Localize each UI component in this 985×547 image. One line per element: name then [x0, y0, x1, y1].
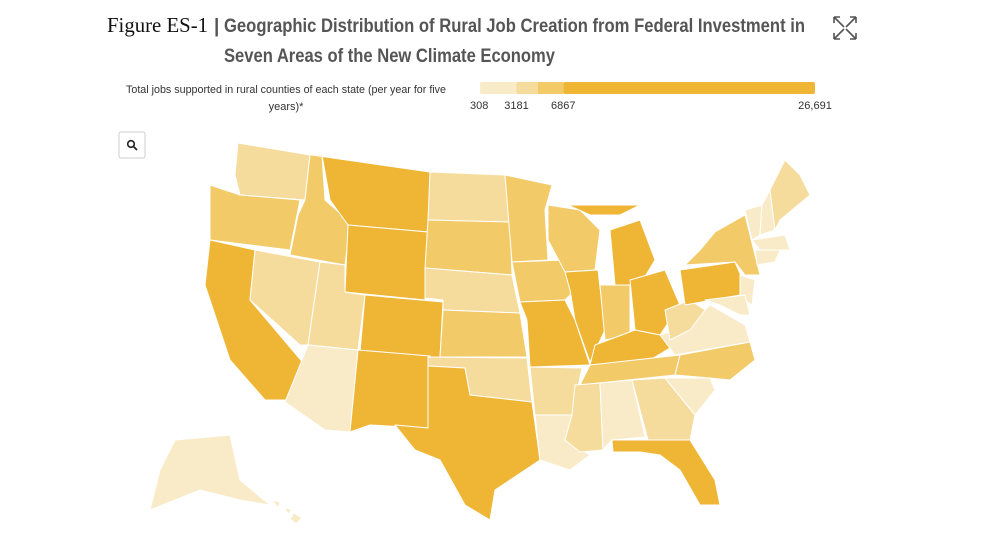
- expand-button[interactable]: [833, 16, 857, 40]
- zoom-icon: [132, 145, 138, 151]
- zoom-icon: [126, 139, 136, 149]
- legend-swatch: [480, 82, 517, 94]
- map: [149, 142, 811, 525]
- state: [704, 294, 751, 316]
- state: [664, 377, 716, 416]
- state: [631, 377, 696, 441]
- title-line: Seven Areas of the New Climate Economy: [224, 46, 555, 67]
- state: [149, 434, 271, 511]
- state: [439, 309, 528, 358]
- legend-tick-label: 26,691: [798, 100, 832, 112]
- state: [344, 224, 429, 301]
- state: [511, 259, 576, 303]
- legend-tick-label: 3181: [504, 100, 528, 112]
- legend-label: Total jobs supported in rural counties o…: [126, 84, 446, 96]
- state: [394, 365, 541, 521]
- expand-icon: [833, 16, 857, 40]
- zoom-box: [118, 131, 146, 159]
- legend-tick-label: 308: [470, 100, 488, 112]
- state: [504, 174, 553, 263]
- state: [599, 284, 631, 341]
- title-separator: |: [214, 16, 219, 37]
- figure-label: Figure ES-1: [107, 13, 208, 37]
- legend-swatch: [516, 82, 538, 94]
- state: [754, 249, 781, 266]
- state: [424, 219, 513, 276]
- title-line: Geographic Distribution of Rural Job Cre…: [224, 16, 805, 37]
- legend-label: years)*: [269, 101, 305, 113]
- state: [564, 269, 606, 363]
- state: [283, 506, 293, 515]
- state: [751, 234, 791, 251]
- state: [234, 142, 311, 201]
- state: [567, 204, 641, 216]
- zoom-button[interactable]: [118, 131, 146, 159]
- legend-swatch: [537, 82, 564, 94]
- state: [611, 439, 721, 506]
- state: [349, 349, 431, 433]
- state: [249, 249, 321, 346]
- state: [599, 379, 646, 451]
- state: [684, 214, 761, 276]
- state: [674, 341, 756, 381]
- state: [359, 294, 444, 359]
- legend-tick-label: 6867: [551, 100, 575, 112]
- state: [271, 499, 281, 509]
- state: [289, 512, 303, 525]
- legend-swatch: [563, 82, 815, 94]
- state: [209, 184, 301, 251]
- state: [609, 219, 656, 286]
- state: [769, 159, 811, 231]
- legend: 308 3181 6867 26,691: [470, 82, 832, 112]
- state: [427, 171, 511, 223]
